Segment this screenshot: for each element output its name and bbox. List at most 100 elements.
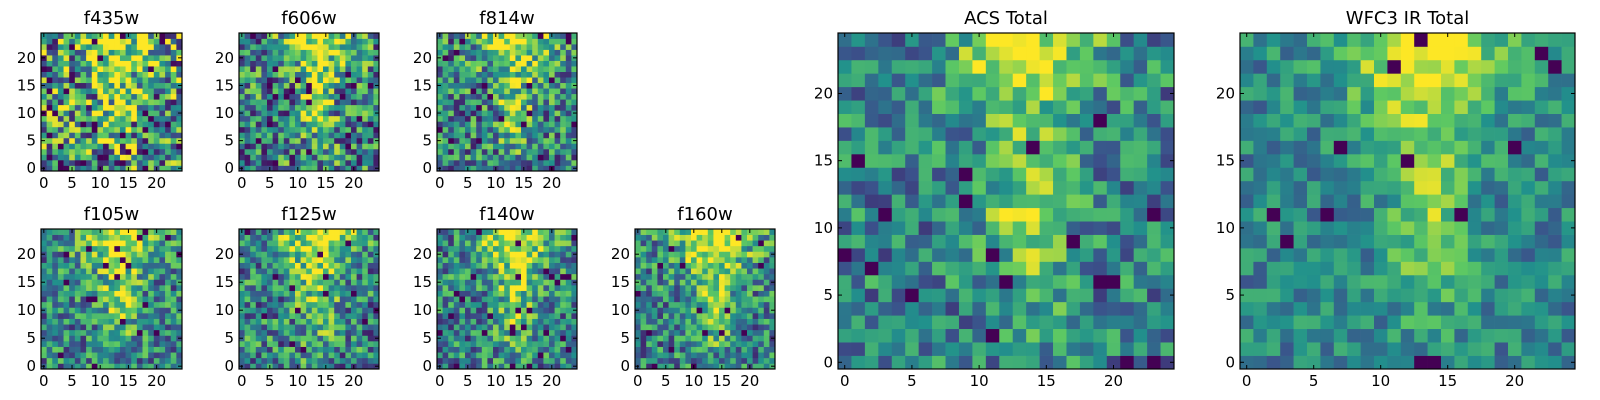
pixel-cell bbox=[170, 346, 177, 353]
pixel-cell bbox=[103, 335, 110, 342]
pixel-cell bbox=[176, 324, 183, 331]
pixel-cell bbox=[323, 268, 329, 275]
panel-title: f160w bbox=[677, 204, 732, 225]
pixel-cell bbox=[250, 296, 257, 303]
pixel-cell bbox=[57, 268, 64, 275]
pixel-cell bbox=[244, 143, 251, 150]
pixel-cell bbox=[504, 296, 511, 303]
pixel-cell bbox=[373, 148, 380, 155]
pixel-cell bbox=[691, 357, 697, 364]
pixel-cell bbox=[481, 99, 488, 106]
pixel-cell bbox=[41, 66, 47, 72]
pixel-cell bbox=[453, 257, 460, 263]
pixel-cell bbox=[487, 279, 494, 286]
pixel-cell bbox=[367, 44, 374, 50]
pixel-cell bbox=[367, 49, 374, 56]
pixel-cell bbox=[635, 318, 641, 325]
pixel-cell bbox=[476, 132, 483, 139]
pixel-cell bbox=[306, 165, 313, 172]
pixel-cell bbox=[532, 268, 539, 275]
pixel-cell bbox=[63, 352, 70, 359]
pixel-cell bbox=[945, 153, 960, 168]
pixel-cell bbox=[328, 82, 335, 89]
pixel-cell bbox=[448, 335, 455, 342]
pixel-cell bbox=[255, 88, 262, 95]
pixel-cell bbox=[345, 121, 352, 128]
pixel-cell bbox=[57, 82, 64, 89]
pixel-cell bbox=[515, 307, 522, 314]
pixel-cell bbox=[504, 121, 511, 128]
pixel-cell bbox=[999, 234, 1014, 249]
pixel-cell bbox=[362, 363, 369, 370]
pixel-cell bbox=[549, 126, 555, 133]
pixel-cell bbox=[437, 115, 443, 122]
pixel-cell bbox=[159, 296, 166, 303]
pixel-cell bbox=[498, 307, 505, 314]
pixel-cell bbox=[702, 335, 709, 342]
pixel-cell bbox=[560, 88, 567, 95]
pixel-cell bbox=[851, 167, 866, 182]
pixel-cell bbox=[159, 99, 166, 106]
pixel-cell bbox=[125, 55, 132, 61]
pixel-cell bbox=[571, 357, 578, 364]
pixel-cell bbox=[165, 148, 172, 155]
pixel-cell bbox=[131, 301, 138, 308]
pixel-cell bbox=[741, 324, 748, 331]
pixel-cell bbox=[244, 335, 251, 342]
pixel-cell bbox=[696, 290, 703, 297]
pixel-cell bbox=[1120, 342, 1135, 356]
pixel-cell bbox=[515, 159, 522, 166]
pixel-cell bbox=[86, 346, 93, 353]
pixel-cell bbox=[1093, 355, 1108, 370]
pixel-cell bbox=[255, 251, 262, 258]
pixel-cell bbox=[459, 279, 466, 286]
pixel-cell bbox=[362, 273, 369, 280]
pixel-cell bbox=[170, 110, 177, 117]
pixel-cell bbox=[719, 273, 725, 280]
pixel-cell bbox=[114, 273, 121, 280]
pixel-cell bbox=[549, 154, 555, 161]
pixel-cell bbox=[283, 115, 290, 122]
pixel-cell bbox=[108, 77, 115, 84]
pixel-cell bbox=[532, 352, 539, 359]
pixel-cell bbox=[148, 301, 155, 308]
pixel-cell bbox=[131, 273, 138, 280]
pixel-cell bbox=[46, 121, 53, 128]
pixel-cell bbox=[735, 341, 742, 347]
pixel-cell bbox=[57, 143, 64, 150]
pixel-cell bbox=[165, 257, 172, 263]
pixel-cell bbox=[367, 66, 374, 72]
pixel-cell bbox=[763, 313, 770, 319]
pixel-cell bbox=[851, 221, 866, 235]
pixel-cell bbox=[114, 143, 121, 150]
pixel-cell bbox=[504, 262, 511, 269]
pixel-cell bbox=[351, 49, 357, 56]
pixel-cell bbox=[278, 285, 285, 291]
pixel-cell bbox=[554, 137, 561, 144]
pixel-cell bbox=[334, 324, 341, 331]
pixel-cell bbox=[459, 357, 466, 364]
pixel-cell bbox=[244, 285, 251, 291]
pixel-cell bbox=[453, 66, 460, 72]
pixel-cell bbox=[261, 234, 268, 241]
pixel-cell bbox=[448, 44, 455, 50]
pixel-cell bbox=[730, 290, 737, 297]
pixel-cell bbox=[537, 165, 544, 172]
pixel-cell bbox=[170, 307, 177, 314]
pixel-cell bbox=[69, 357, 76, 364]
pixel-cell bbox=[52, 262, 59, 269]
pixel-cell bbox=[476, 301, 483, 308]
pixel-cell bbox=[493, 44, 499, 50]
pixel-cell bbox=[103, 110, 110, 117]
pixel-cell bbox=[972, 274, 987, 289]
pixel-cell bbox=[176, 143, 183, 150]
pixel-cell bbox=[999, 207, 1014, 222]
pixel-cell bbox=[97, 296, 104, 303]
pixel-cell bbox=[125, 357, 132, 364]
pixel-cell bbox=[176, 49, 183, 56]
pixel-cell bbox=[651, 324, 658, 331]
pixel-cell bbox=[91, 60, 98, 67]
pixel-cell bbox=[255, 240, 262, 247]
pixel-cell bbox=[509, 329, 516, 336]
pixel-cell bbox=[339, 148, 346, 155]
